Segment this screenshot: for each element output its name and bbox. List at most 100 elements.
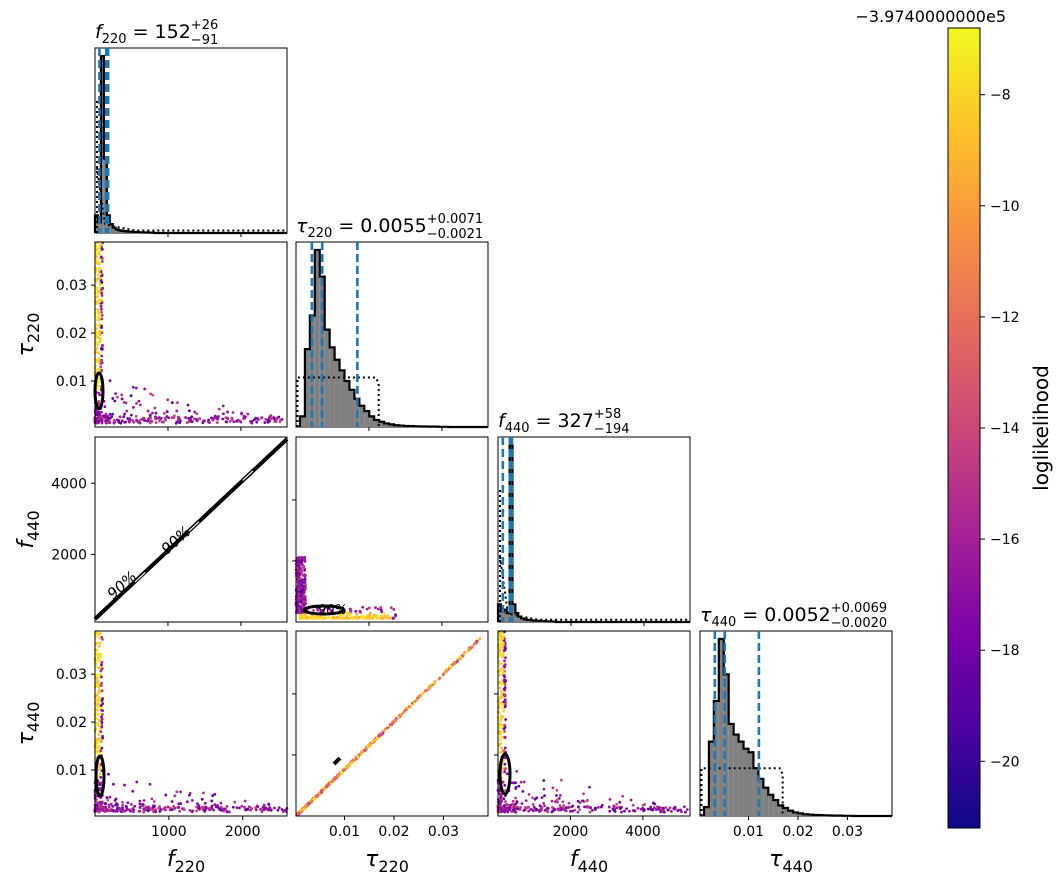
scatter-point (243, 415, 247, 419)
scatter-point (225, 805, 229, 808)
scatter-point (383, 727, 387, 731)
scatter-point (500, 679, 504, 682)
scatter-point (419, 694, 423, 698)
scatter-point (100, 689, 104, 693)
scatter-point (583, 805, 586, 809)
scatter-point (101, 344, 104, 348)
scatter-point (551, 786, 555, 790)
scatter-point (97, 718, 101, 722)
scatter-point (527, 809, 531, 813)
scatter-point (116, 806, 120, 810)
scatter-point (312, 609, 315, 612)
scatter-point (498, 673, 502, 677)
x-tick-label: 2000 (553, 824, 589, 840)
scatter-point (380, 610, 384, 614)
scatter-point (514, 785, 518, 789)
scatter-point (146, 806, 150, 809)
scatter-point (202, 791, 205, 795)
x-tick-label: 0.02 (378, 824, 409, 840)
scatter-point (137, 419, 141, 423)
colorbar-tick-label: −20 (990, 754, 1020, 770)
scatter-point (98, 641, 102, 645)
hist-bar (344, 380, 350, 427)
title-value: = 0.0052 (736, 604, 830, 626)
scatter-point (158, 809, 162, 813)
scatter-point (231, 805, 235, 809)
scatter-point (527, 792, 531, 796)
scatter-point (500, 662, 503, 665)
scatter-point (673, 805, 677, 809)
scatter-point (99, 706, 102, 710)
scatter-point (666, 808, 670, 812)
title-param: τ (700, 604, 712, 626)
scatter-point (97, 705, 100, 708)
scatter-point (633, 809, 637, 813)
scatter-point (499, 692, 503, 696)
scatter-point (582, 792, 585, 796)
scatter-point (128, 417, 132, 421)
scatter-point (338, 614, 342, 618)
scatter-point (123, 783, 126, 787)
scatter-point (567, 805, 570, 809)
scatter-point (504, 656, 507, 660)
scatter-point (298, 599, 302, 603)
scatter-point (94, 323, 98, 327)
y-tick-label: 2000 (51, 547, 87, 563)
hist-bar (515, 613, 519, 622)
scatter-point (195, 412, 199, 416)
scatter-point (348, 609, 352, 613)
scatter-point (95, 292, 99, 296)
scatter-point (499, 750, 503, 754)
scatter-point (129, 413, 133, 417)
scatter-point (297, 561, 301, 565)
hist-bar (100, 56, 104, 233)
scatter-point (501, 671, 505, 675)
prior-outline (96, 98, 287, 233)
scatter-point (195, 805, 198, 809)
scatter-point (371, 616, 374, 620)
scatter-point (522, 780, 526, 784)
scatter-point (503, 644, 507, 647)
scatter-point (99, 365, 103, 369)
hist-bar (359, 405, 365, 427)
x-axis-sub: 220 (175, 857, 206, 876)
scatter-point (175, 409, 179, 413)
hist-bar (793, 812, 798, 816)
scatter-point (182, 807, 186, 811)
scatter-point (149, 416, 152, 420)
scatter-point (546, 809, 549, 813)
scatter-point (339, 616, 343, 620)
scatter-point (131, 385, 135, 389)
scatter-point (431, 683, 435, 687)
scatter-point (368, 616, 372, 619)
scatter-point (98, 413, 101, 417)
scatter-point (138, 403, 142, 407)
panel-title: f440 = 327+58 −194 (498, 407, 630, 437)
scatter-point (556, 807, 560, 811)
scatter-point (274, 420, 278, 424)
scatter-point (264, 417, 268, 421)
scatter-point (500, 655, 504, 659)
scatter-point (244, 808, 248, 811)
scatter-point (238, 806, 241, 810)
scatter-point (363, 749, 366, 753)
hist-bar (349, 389, 355, 427)
scatter-point (95, 369, 99, 373)
scatter-point (300, 610, 304, 614)
contour-90 (94, 754, 106, 798)
scatter-point (504, 678, 507, 682)
scatter-point (529, 807, 533, 811)
scatter-point (512, 808, 516, 812)
scatter-point (195, 809, 199, 813)
scatter-point (504, 800, 507, 804)
scatter-point (608, 797, 612, 801)
scatter-point (676, 809, 680, 812)
scatter-point (521, 789, 525, 793)
scatter-point (596, 805, 600, 809)
scatter-point (95, 245, 99, 249)
scatter-point (98, 698, 102, 702)
scatter-point (331, 778, 335, 782)
scatter-point (639, 807, 643, 811)
title-sub: 220 (307, 226, 332, 241)
